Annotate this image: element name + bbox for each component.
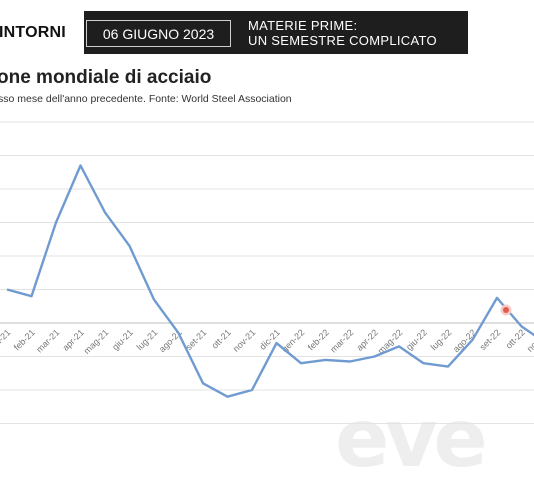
x-tick-label: lug-21 [135,327,160,352]
topic-line-2: UN SEMESTRE COMPLICATO [248,32,437,48]
x-tick-label: ott-21 [210,327,233,350]
x-tick-label: ago-21 [157,327,184,354]
header-date: 06 GIUGNO 2023 [86,20,231,47]
x-tick-label: mag-21 [82,327,111,356]
topic-line-1: MATERIE PRIME: [248,17,358,33]
grid-layer [0,121,534,424]
header-section-label: INTORNI [0,11,84,54]
highlight-marker [503,307,509,313]
x-tick-label: mag-22 [376,327,405,356]
x-tick-label: giu-22 [404,327,429,352]
x-tick-label: ott-22 [504,327,527,350]
header-topic: MATERIE PRIME: UN SEMESTRE COMPLICATO [248,11,437,54]
x-tick-label: set-21 [184,327,209,352]
x-tick-label: feb-21 [12,327,37,352]
chart-title: one mondiale di acciaio [0,67,212,88]
x-tick-label: mar-22 [328,327,355,354]
section-name: INTORNI [0,23,66,41]
chart-subtitle: sso mese dell'anno precedente. Fonte: Wo… [0,93,292,105]
series-line [6,164,534,398]
x-tick-label: dic-21 [258,327,282,351]
x-tick-label: nov-21 [231,327,258,354]
x-tick-label: giu-21 [110,327,135,352]
series-layer [6,164,534,398]
x-tick-label: feb-22 [306,327,331,352]
x-tick-label: mar-21 [34,327,61,354]
x-tick-label: gen-21 [0,327,12,354]
x-tick-label: lug-22 [429,327,454,352]
x-tick-label: set-22 [478,327,503,352]
